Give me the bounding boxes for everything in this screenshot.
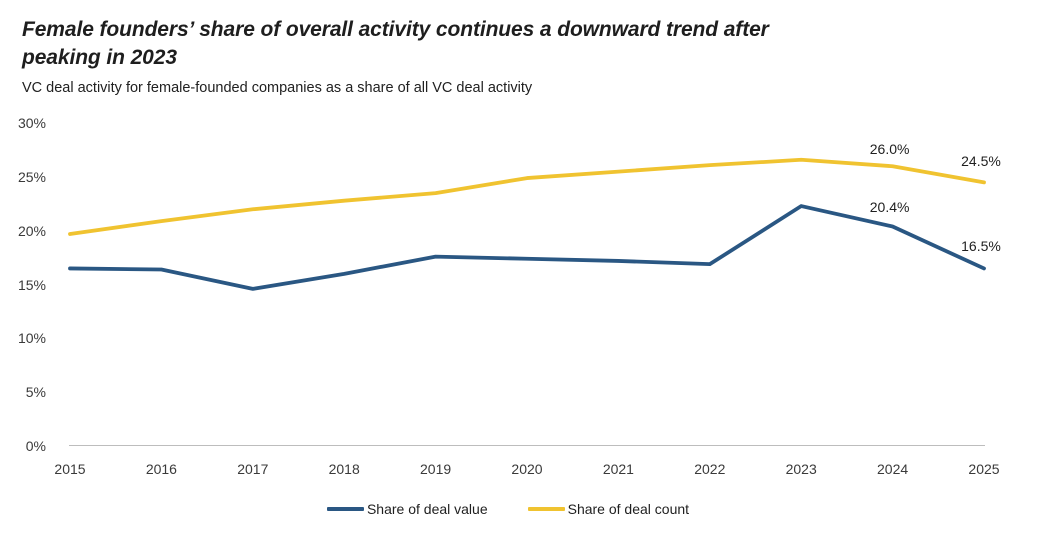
x-tick-label: 2018 (328, 461, 360, 477)
chart-legend: Share of deal value Share of deal count (0, 498, 1016, 520)
x-tick-label: 2016 (145, 461, 177, 477)
chart-subtitle: VC deal activity for female-founded comp… (22, 80, 533, 96)
deal-count-line (68, 157, 986, 236)
x-tick-label: 2025 (968, 461, 1000, 477)
y-tick-label: 10% (17, 330, 46, 347)
y-tick-label: 0% (25, 438, 46, 454)
y-tick-label: 30% (17, 115, 46, 132)
deal-value-line (68, 204, 986, 291)
data-point-label: 26.0% (869, 141, 910, 158)
deal-count-line-swatch (527, 507, 565, 511)
x-tick-label: 2017 (237, 461, 269, 477)
y-tick-label: 20% (17, 222, 46, 239)
x-tick-label: 2019 (420, 461, 452, 477)
x-tick-label: 2023 (785, 461, 817, 477)
y-tick-label: 25% (17, 169, 46, 185)
y-tick-label: 15% (17, 276, 46, 293)
y-tick-label: 5% (25, 384, 46, 401)
x-tick-label: 2024 (877, 461, 909, 477)
data-point-label: 20.4% (869, 199, 910, 216)
x-tick-label: 2020 (511, 461, 543, 477)
deal-value-line-swatch (326, 507, 364, 511)
legend-item-deal-count: Share of deal count (527, 501, 690, 517)
x-tick-label: 2022 (694, 461, 726, 477)
chart-title: Female founders’ share of overall activi… (22, 18, 769, 69)
x-tick-label: 2021 (602, 461, 634, 477)
data-point-label: 24.5% (961, 153, 1001, 170)
legend-label-deal-value: Share of deal value (366, 501, 488, 517)
legend-label-deal-count: Share of deal count (567, 501, 690, 517)
x-tick-label: 2015 (54, 461, 86, 477)
data-point-label: 16.5% (961, 238, 1001, 255)
legend-item-deal-value: Share of deal value (326, 501, 488, 517)
